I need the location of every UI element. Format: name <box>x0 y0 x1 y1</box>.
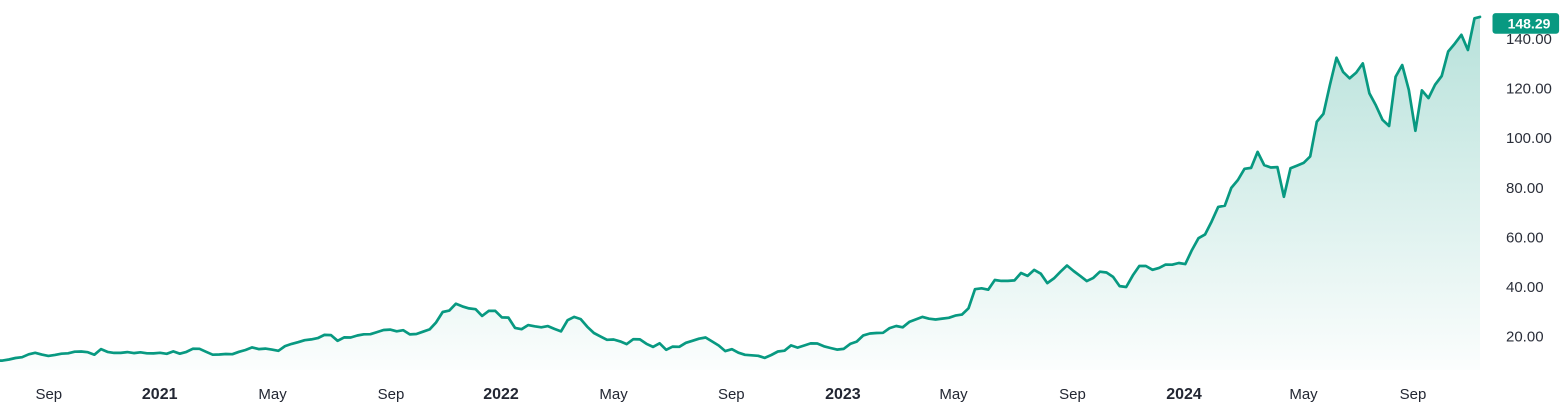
svg-text:80.00: 80.00 <box>1506 180 1544 197</box>
svg-text:2022: 2022 <box>483 386 519 403</box>
svg-text:May: May <box>1289 386 1318 403</box>
svg-text:2021: 2021 <box>142 386 178 403</box>
svg-text:Sep: Sep <box>1059 386 1086 403</box>
svg-text:May: May <box>258 386 287 403</box>
svg-text:20.00: 20.00 <box>1506 329 1544 346</box>
svg-text:Sep: Sep <box>718 386 745 403</box>
svg-text:May: May <box>939 386 968 403</box>
svg-text:40.00: 40.00 <box>1506 279 1544 296</box>
svg-text:Sep: Sep <box>35 386 62 403</box>
svg-text:100.00: 100.00 <box>1506 130 1552 147</box>
svg-text:120.00: 120.00 <box>1506 81 1552 98</box>
svg-text:60.00: 60.00 <box>1506 229 1544 246</box>
svg-text:148.29: 148.29 <box>1508 15 1551 31</box>
svg-text:Sep: Sep <box>378 386 405 403</box>
svg-text:Sep: Sep <box>1400 386 1427 403</box>
svg-text:140.00: 140.00 <box>1506 31 1552 48</box>
svg-text:2023: 2023 <box>825 386 861 403</box>
svg-text:May: May <box>599 386 628 403</box>
svg-text:2024: 2024 <box>1166 386 1202 403</box>
